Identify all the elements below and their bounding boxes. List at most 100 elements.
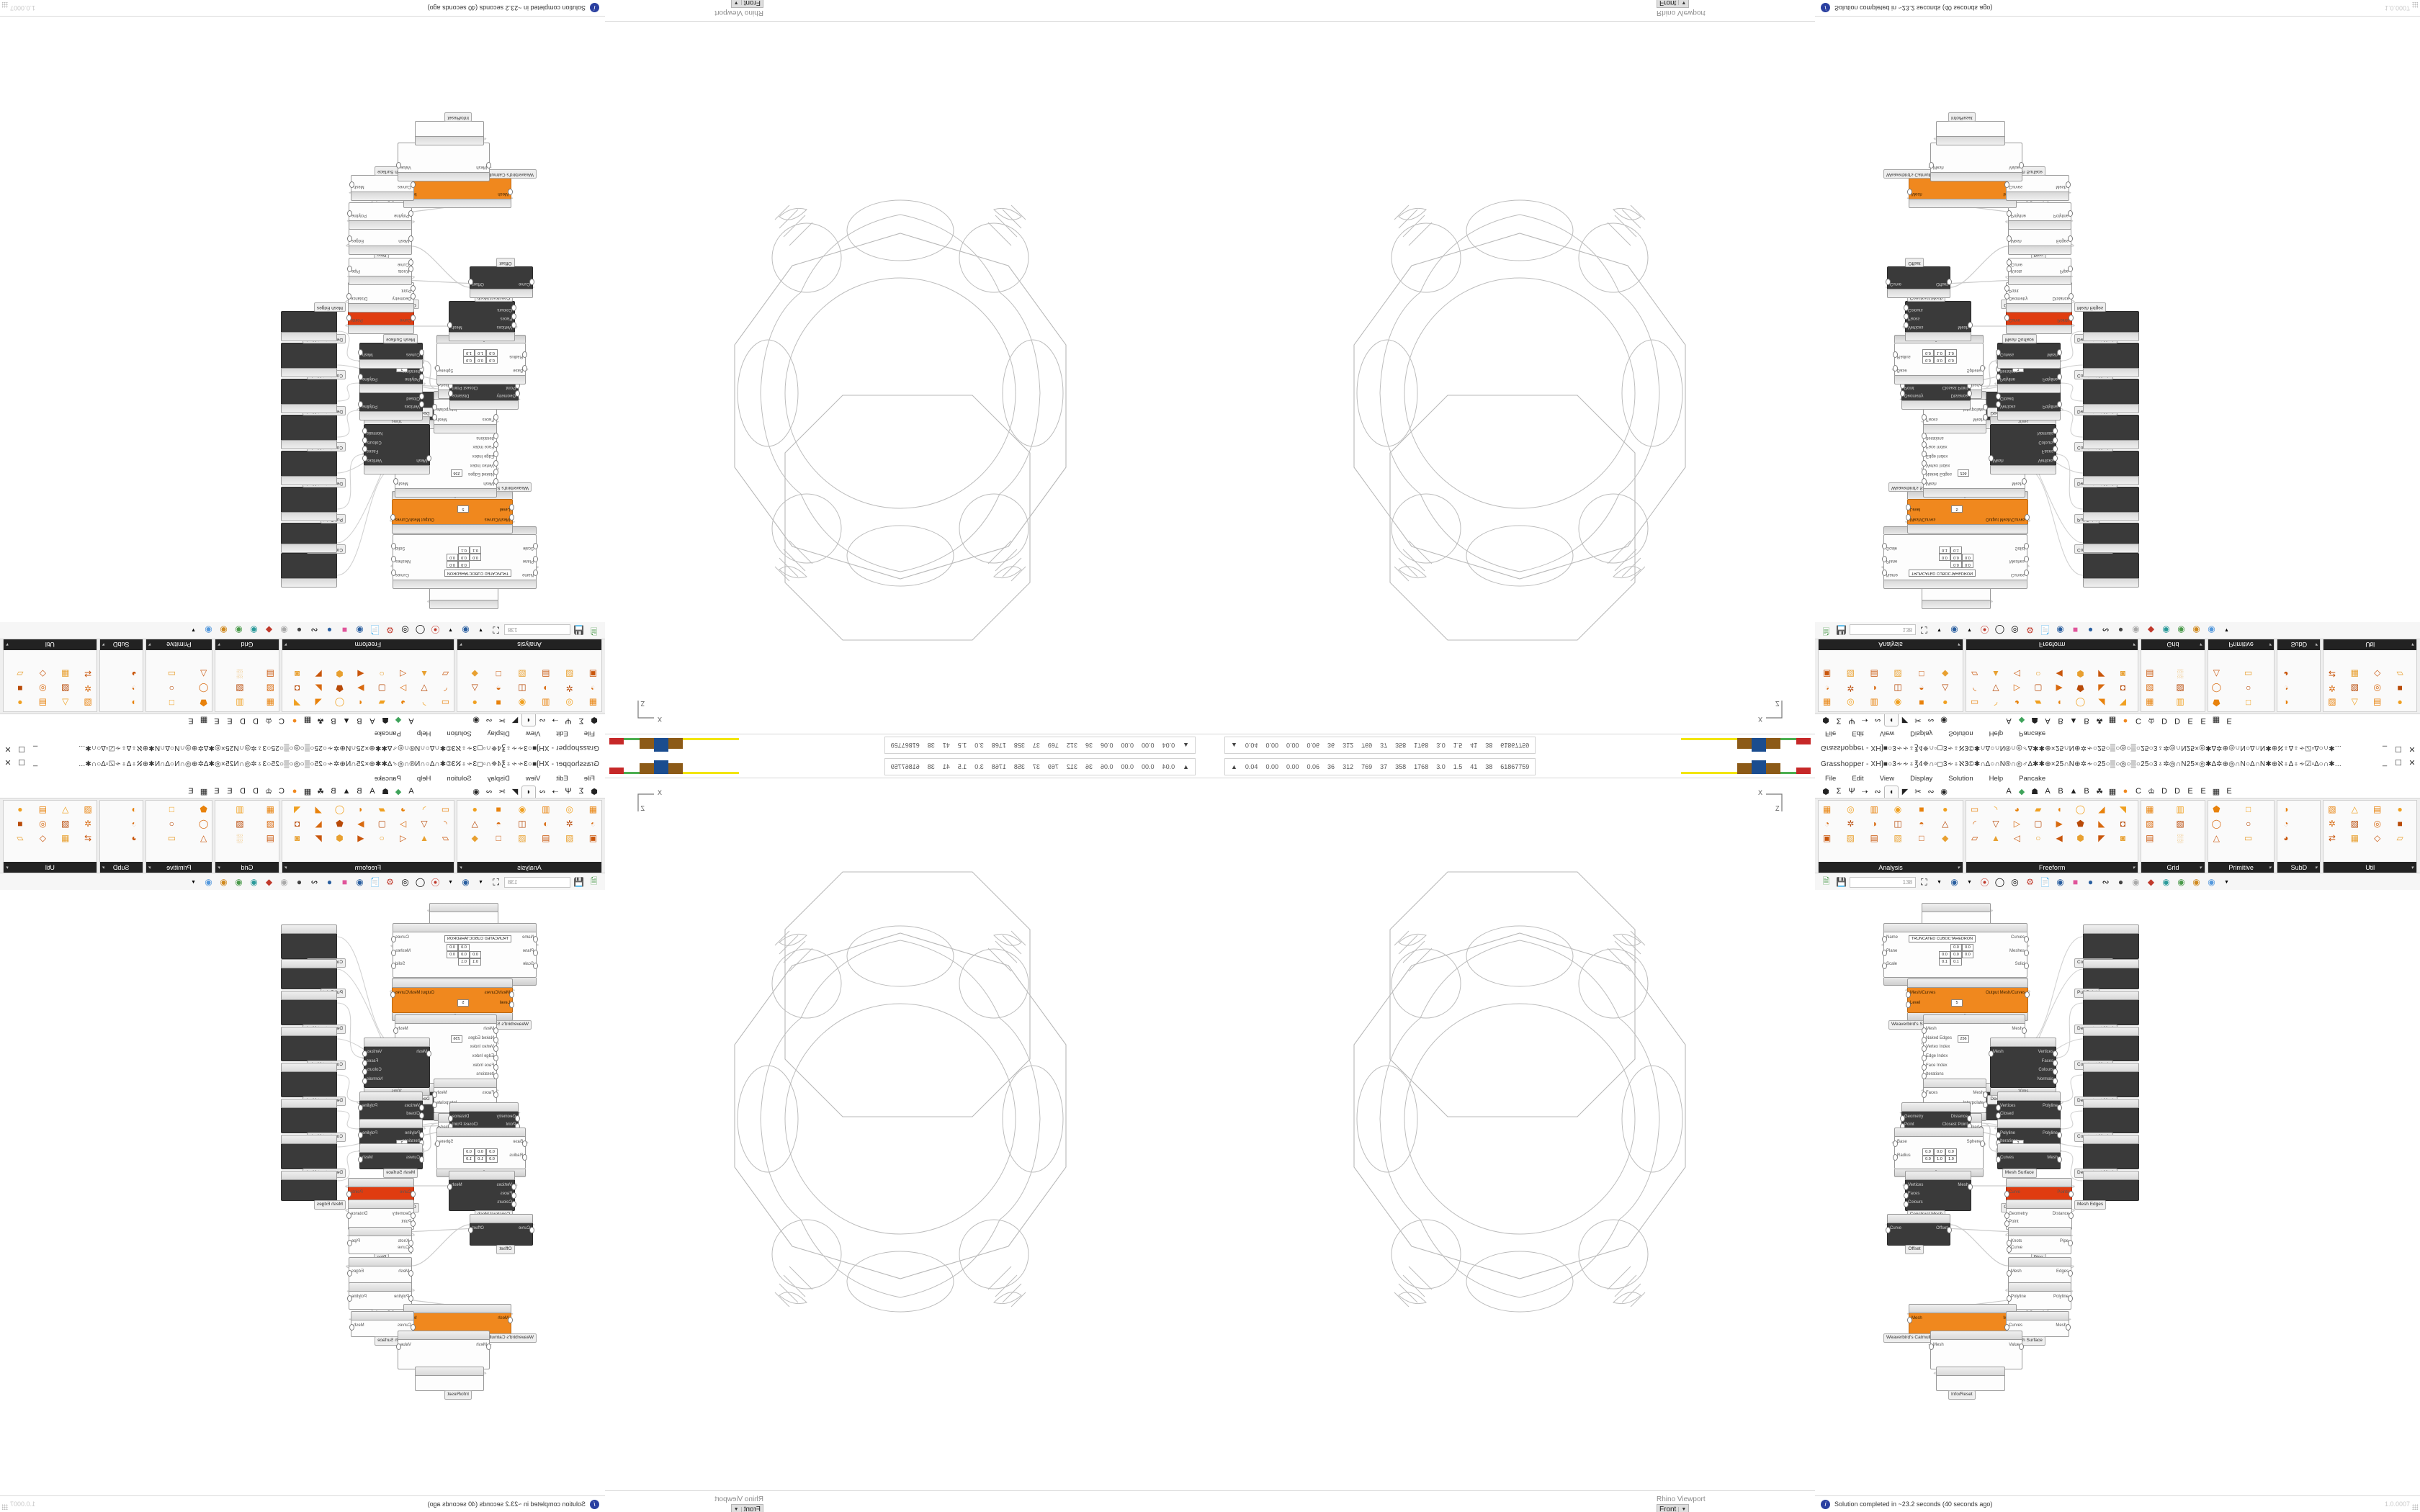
profiler-icon[interactable]: 📄 [2040,625,2051,635]
component-header[interactable] [348,303,414,312]
component-header[interactable] [1923,1014,2025,1024]
menu-item-edit[interactable]: Edit [556,729,568,737]
component-icon[interactable]: ▨ [2350,818,2359,829]
component-body[interactable] [415,1376,484,1391]
component-icon[interactable]: ◔ [131,818,137,829]
component-icon[interactable]: ◓ [1919,683,1924,694]
menu-item-file[interactable]: File [583,729,595,737]
component-body[interactable] [281,1036,337,1061]
input-nub[interactable] [511,1192,516,1199]
gh-component[interactable] [281,379,337,413]
component-body[interactable]: Mesh Edges [347,228,413,246]
component-icon[interactable]: ◀ [2056,669,2063,680]
component-icon[interactable]: ◆ [471,832,478,843]
zoom-extents-icon[interactable]: ⛶ [493,625,499,636]
component-icon[interactable]: ◣ [315,818,322,829]
component-icon[interactable]: ✲ [1847,683,1855,694]
maths-icon[interactable]: Σ [578,716,584,725]
component-icon[interactable]: ◎ [565,804,573,814]
pin-icon[interactable]: ▾ [102,642,106,647]
input-nub[interactable] [508,1317,513,1323]
component-icon[interactable]: △ [2213,669,2220,680]
input-param[interactable]: Faces [482,1091,494,1095]
input-param[interactable]: Polyline [2011,1295,2027,1299]
input-param[interactable]: Curves [2000,352,2015,356]
params-icon[interactable]: ⬢ [591,716,598,725]
output-param[interactable]: Polyline [2042,377,2058,381]
addon-c1-icon[interactable]: ● [292,787,297,796]
gh-component[interactable]: Mesh Edges [347,1257,413,1284]
solid-icon[interactable]: ◉ [220,625,228,635]
gh-component[interactable]: Vertices Faces Colours Mesh [1904,301,1973,341]
gh-component[interactable] [2083,343,2139,377]
input-nub[interactable] [486,162,491,168]
component-header[interactable] [348,325,414,334]
ribbon-group-tab[interactable]: Primitive ▾ [145,862,212,873]
document-icon[interactable]: ◉ [2056,625,2064,635]
component-icon[interactable]: ◯ [198,818,209,829]
chevron-up-icon[interactable]: ▲ [1231,763,1237,770]
sphere-icon[interactable]: ■ [2072,877,2079,887]
maths-icon[interactable]: Σ [578,787,584,796]
resize-grip-icon[interactable] [2,1504,8,1510]
component-icon[interactable]: ◤ [2098,669,2105,680]
component-icon[interactable]: ▽ [421,818,428,829]
param-value[interactable]: 0.0 [447,561,458,568]
param-value[interactable]: 0.0 [447,944,458,951]
input-param[interactable]: Curve [397,1246,409,1250]
addon-d1-icon[interactable]: D [2161,716,2167,725]
output-param[interactable]: Curves [395,935,410,940]
output-param[interactable]: Sphere [1966,1140,1981,1144]
input-param[interactable]: Closed [406,1112,420,1116]
addon-c2-icon[interactable]: C [279,787,284,796]
input-nub[interactable] [408,210,413,217]
component-header[interactable] [2083,332,2139,341]
component-header[interactable] [436,1128,526,1137]
component-header[interactable] [1990,1038,2056,1047]
component-header[interactable] [2083,1099,2139,1108]
component-body[interactable]: Mesh Edges [2007,228,2073,246]
input-nub[interactable] [1922,1045,1927,1053]
output-param[interactable]: Mesh [2012,1027,2022,1031]
input-param[interactable]: Polyline [393,1295,409,1299]
grasshopper-titlebar[interactable]: Grasshopper - XH]■○3∻∻♁℥4✵∩▫◻3∻♁ℵ3©✱∩∆○∩… [0,756,605,773]
gh-component[interactable] [281,1099,337,1133]
output-param[interactable]: Output Mesh/Curves [395,517,435,521]
pin-icon[interactable]: ▾ [102,865,106,870]
input-param[interactable]: Curves [397,1323,411,1328]
sphere-icon[interactable]: ■ [2072,625,2079,635]
output-nub[interactable] [1968,322,1973,328]
component-icon[interactable]: ▨ [565,832,574,843]
output-param[interactable]: Meshes [2009,559,2025,564]
component-icon[interactable]: ▭ [2244,669,2253,680]
output-nub[interactable] [448,390,453,397]
node-canvas[interactable]: Info/ResetNamePlaneScaleCurvesMeshesSoli… [0,890,605,1496]
param-value[interactable]: 1.0 [463,349,475,356]
param-value[interactable]: 0.0 [486,1156,498,1163]
solid-icon[interactable]: ◉ [220,877,228,887]
input-nub[interactable] [2004,315,2009,321]
component-header[interactable] [415,1367,484,1376]
component-body[interactable]: Name Plane Scale Curves Meshes Solid TRUNCATED… [391,932,538,978]
input-param[interactable]: Edge Index [1926,1054,1948,1058]
chevron-down-icon[interactable]: ▼ [1967,879,1972,885]
input-nub[interactable] [493,414,498,420]
component-body[interactable] [2083,311,2139,332]
component-body[interactable]: Polyline Polyline [2007,202,2073,220]
input-nub[interactable] [1900,1115,1905,1122]
gh-component[interactable]: Name Plane Scale Curves Meshes Solid TRUNCATED… [391,526,538,589]
output-param[interactable]: Closest Point [452,1122,478,1127]
cluster-icon[interactable]: ◎ [401,625,409,635]
param-value[interactable]: 0.0 [1922,349,1934,356]
component-header[interactable] [2008,276,2071,285]
gh-component[interactable] [281,343,337,377]
input-nub[interactable] [2004,1324,2009,1331]
output-param[interactable]: Polyline [362,1131,378,1135]
gh-component[interactable] [2083,451,2139,485]
shade-icon[interactable]: ● [2118,625,2124,635]
component-header[interactable] [281,368,337,377]
input-param[interactable]: Base [1897,1140,1907,1144]
pin-icon[interactable]: ▾ [2314,865,2318,870]
save-icon[interactable]: 💾 [1836,877,1847,887]
input-nub[interactable] [408,259,413,266]
